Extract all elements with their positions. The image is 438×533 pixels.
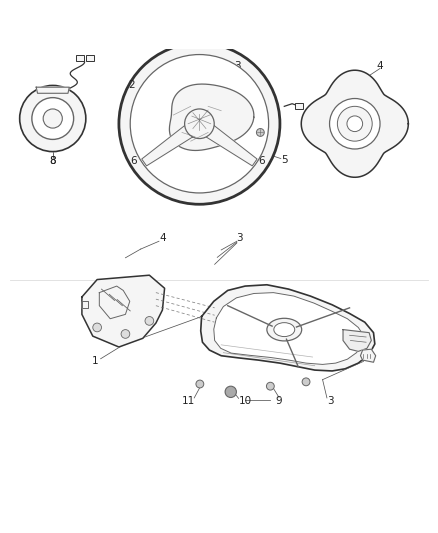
Text: 1: 1 [92, 357, 98, 366]
Circle shape [93, 323, 102, 332]
Text: 6: 6 [258, 156, 265, 166]
Circle shape [337, 107, 372, 141]
Text: 11: 11 [182, 397, 195, 407]
Circle shape [119, 43, 280, 204]
Circle shape [302, 378, 310, 386]
Text: 8: 8 [49, 156, 56, 166]
Polygon shape [214, 293, 364, 365]
Circle shape [347, 116, 363, 132]
Circle shape [43, 109, 62, 128]
Circle shape [225, 386, 237, 398]
Circle shape [256, 128, 264, 136]
Text: 4: 4 [159, 233, 166, 243]
FancyBboxPatch shape [295, 103, 304, 109]
Ellipse shape [274, 322, 295, 336]
Polygon shape [360, 349, 376, 362]
FancyBboxPatch shape [76, 54, 84, 61]
Text: 3: 3 [234, 61, 240, 71]
Polygon shape [170, 84, 254, 150]
Polygon shape [36, 87, 69, 93]
Text: 2: 2 [128, 80, 134, 91]
Polygon shape [343, 329, 371, 351]
Polygon shape [301, 70, 408, 177]
Polygon shape [142, 126, 193, 166]
Polygon shape [99, 286, 130, 319]
Text: 10: 10 [239, 397, 252, 407]
Circle shape [196, 380, 204, 388]
Polygon shape [82, 275, 165, 347]
Circle shape [266, 382, 274, 390]
Circle shape [121, 329, 130, 338]
Text: 6: 6 [130, 156, 137, 166]
Circle shape [185, 109, 214, 139]
Polygon shape [82, 301, 88, 308]
Text: 9: 9 [276, 397, 283, 407]
Circle shape [20, 85, 86, 151]
Ellipse shape [267, 318, 302, 341]
Text: 3: 3 [327, 397, 333, 407]
Text: 1: 1 [184, 60, 191, 70]
Text: 5: 5 [281, 155, 288, 165]
Circle shape [145, 317, 154, 325]
Circle shape [226, 388, 233, 396]
Circle shape [130, 54, 268, 193]
Circle shape [329, 99, 380, 149]
FancyBboxPatch shape [86, 54, 94, 61]
Text: 8: 8 [49, 156, 56, 166]
Polygon shape [206, 126, 257, 166]
Polygon shape [201, 285, 375, 371]
Text: 3: 3 [237, 233, 243, 243]
Circle shape [32, 98, 74, 140]
Text: 4: 4 [377, 61, 383, 71]
